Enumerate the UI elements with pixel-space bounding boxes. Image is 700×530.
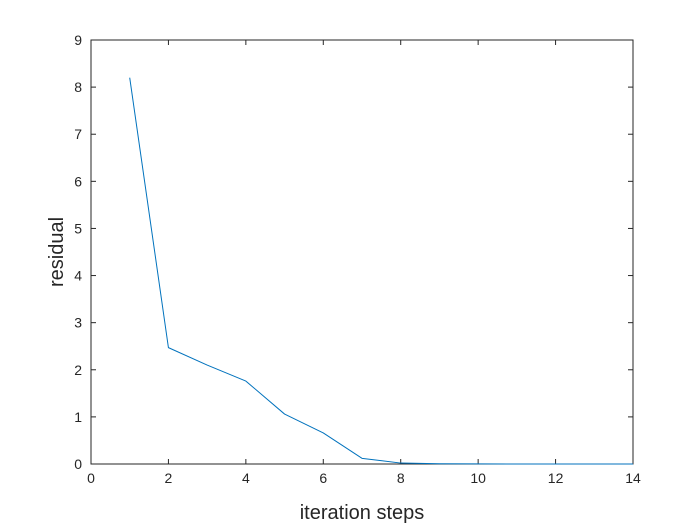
y-tick-label: 2 [74,362,82,378]
plot-area-frame [90,39,634,465]
series-line [129,77,633,465]
y-tick-label: 7 [74,126,82,142]
y-axis-label: residual [46,217,68,287]
x-tick-label: 14 [625,470,641,486]
y-tick-label: 3 [74,315,82,331]
x-tick-label: 4 [242,470,250,486]
y-tick-label: 4 [74,268,82,284]
x-tick-label: 6 [319,470,327,486]
y-tick-label: 5 [74,220,82,236]
x-tick-label: 2 [165,470,173,486]
x-tick-label: 12 [548,470,564,486]
y-tick-label: 1 [74,409,82,425]
x-tick-label: 0 [87,470,95,486]
x-tick-label: 10 [470,470,486,486]
y-tick-label: 8 [74,79,82,95]
y-tick-label: 0 [74,456,82,472]
x-axis-label: iteration steps [300,502,425,524]
y-tick-label: 6 [74,173,82,189]
x-tick-label: 8 [397,470,405,486]
y-tick-label: 9 [74,32,82,48]
series-layer [129,77,633,465]
